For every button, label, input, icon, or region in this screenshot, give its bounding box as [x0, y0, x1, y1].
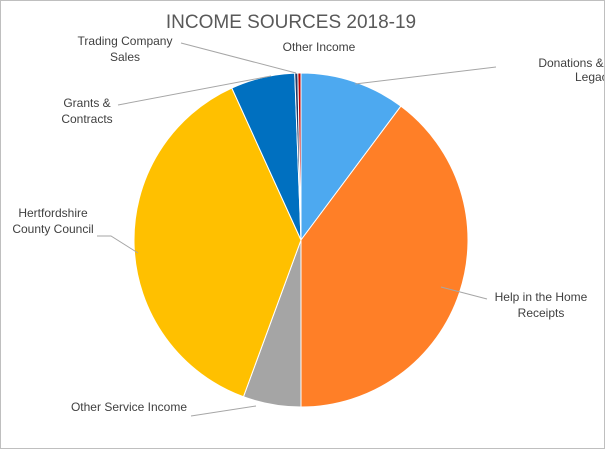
chart-title: INCOME SOURCES 2018-19 [166, 12, 416, 33]
slice-label: Help in the Home Receipts [495, 290, 588, 320]
leader-line [180, 42, 297, 74]
leader-line [440, 286, 488, 300]
pie-slice [300, 105, 469, 408]
leader-line [97, 235, 139, 254]
pie-slice [297, 72, 302, 241]
leader-line [117, 75, 272, 106]
slice-label: Grants & Contracts [61, 96, 112, 126]
slice-labels: Donations &Legacies Help in the HomeRecei… [12, 34, 604, 414]
slice-label: Other Income [283, 40, 356, 54]
pie-slices [133, 72, 469, 408]
slice-label: Donations &Legacies [538, 56, 604, 84]
leader-line [354, 66, 497, 85]
slice-label: Other Service Income [71, 400, 187, 414]
pie-slice [133, 87, 302, 398]
leader-line [190, 405, 257, 417]
slice-label: Hertfordshire County Council [12, 206, 93, 236]
slice-label: Trading Company Sales [78, 34, 173, 64]
leader-lines [97, 42, 497, 417]
pie-slice [300, 72, 402, 242]
